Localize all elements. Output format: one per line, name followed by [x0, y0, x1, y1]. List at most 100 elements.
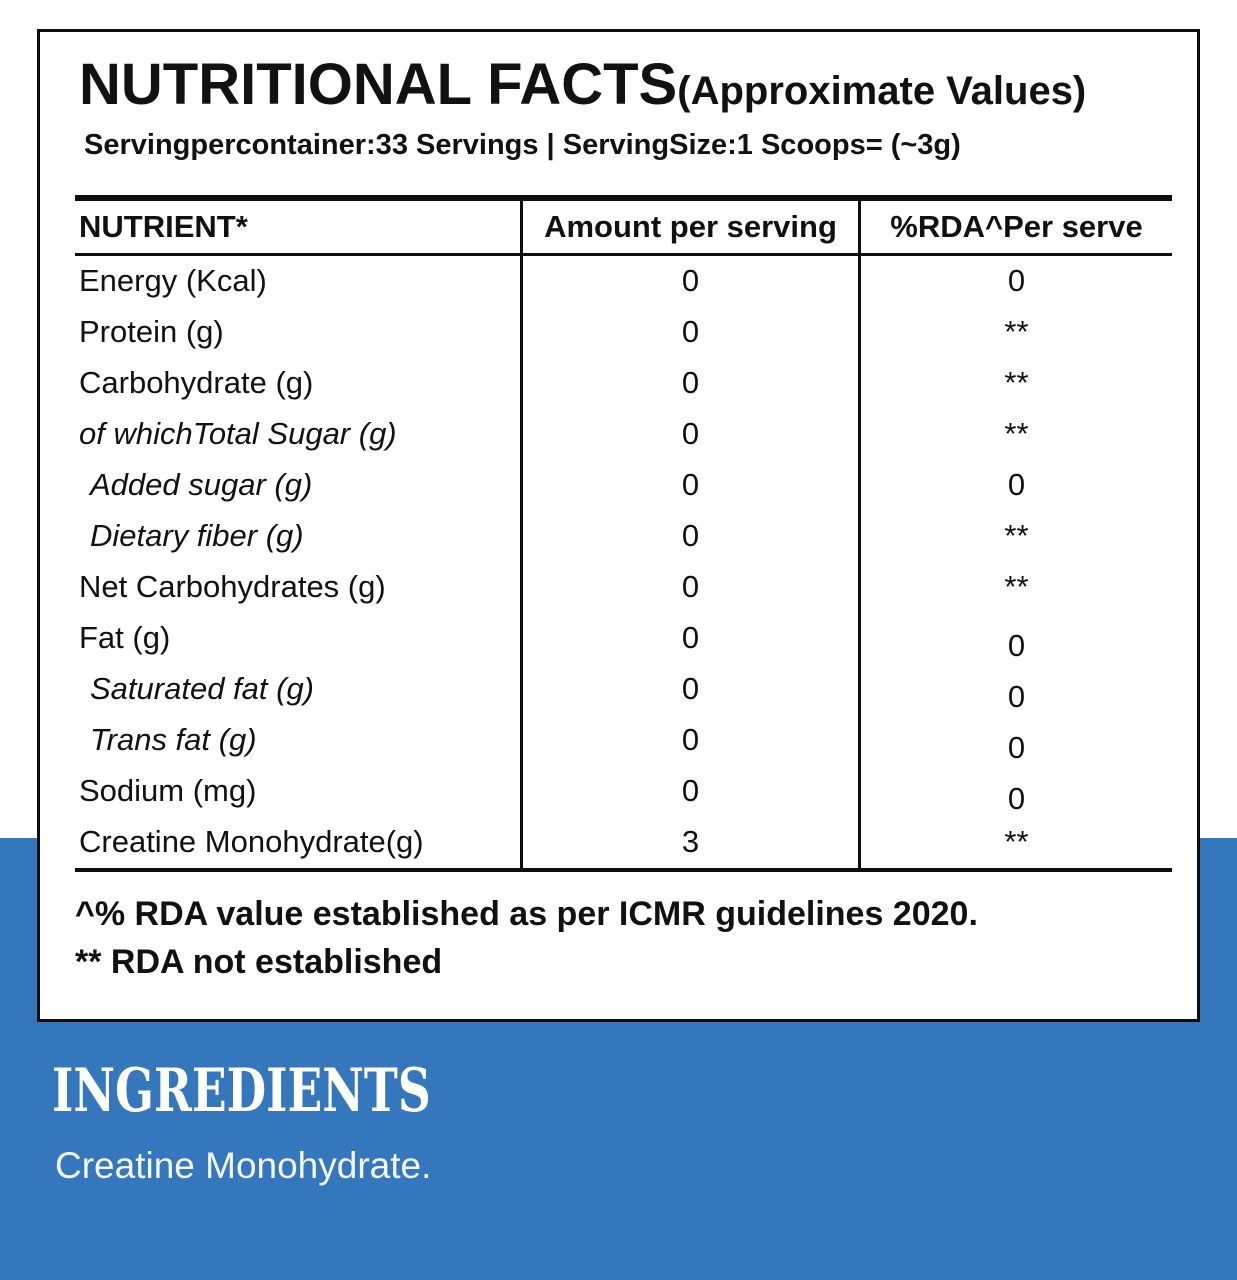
rda-value: **	[1004, 416, 1029, 452]
table-body: Energy (Kcal) 0 0 Protein (g) 0 ** Carbo…	[75, 256, 1172, 868]
footnotes: ^% RDA value established as per ICMR gui…	[75, 890, 978, 986]
amount-value: 0	[681, 569, 700, 605]
amount-value-cell: 0	[520, 511, 858, 562]
table-row: Dietary fiber (g) 0 **	[75, 511, 1172, 562]
rda-value-cell: **	[858, 511, 1172, 562]
amount-value: 0	[681, 722, 700, 758]
rda-value-cell: 0	[858, 715, 1172, 766]
nutrient-name-cell: Saturated fat (g)	[75, 664, 520, 715]
rda-value: 0	[1007, 781, 1026, 817]
nutrient-name: Carbohydrate (g)	[79, 365, 314, 401]
nutrient-name: Saturated fat (g)	[90, 671, 315, 707]
amount-value-cell: 0	[520, 358, 858, 409]
table-row: Protein (g) 0 **	[75, 307, 1172, 358]
rda-value: **	[1004, 365, 1029, 401]
rda-value-cell: 0	[858, 766, 1172, 817]
rda-value-cell: **	[858, 358, 1172, 409]
nutrient-name: Protein (g)	[79, 314, 224, 350]
amount-value-cell: 0	[520, 460, 858, 511]
amount-value: 0	[681, 518, 700, 554]
serving-info: Servingpercontainer:33 Servings | Servin…	[84, 129, 961, 161]
nutrient-name-cell: Dietary fiber (g)	[75, 511, 520, 562]
amount-value: 0	[681, 314, 700, 350]
table-row: Net Carbohydrates (g) 0 **	[75, 562, 1172, 613]
amount-value-cell: 0	[520, 613, 858, 664]
nutrient-name-cell: of whichTotal Sugar (g)	[75, 409, 520, 460]
rda-value: 0	[1007, 467, 1026, 503]
nutrient-name: of whichTotal Sugar (g)	[79, 416, 397, 452]
amount-value: 0	[681, 671, 700, 707]
nutrient-name-cell: Fat (g)	[75, 613, 520, 664]
rda-value: **	[1004, 518, 1029, 554]
nutrient-name-cell: Added sugar (g)	[75, 460, 520, 511]
table-row: Saturated fat (g) 0 0	[75, 664, 1172, 715]
table-row: Carbohydrate (g) 0 **	[75, 358, 1172, 409]
amount-value-cell: 0	[520, 664, 858, 715]
nutrient-name-cell: Carbohydrate (g)	[75, 358, 520, 409]
nutrition-title-note: (Approximate Values)	[677, 69, 1087, 113]
amount-value-cell: 0	[520, 766, 858, 817]
table-row: Added sugar (g) 0 0	[75, 460, 1172, 511]
footnote-rda-established: ^% RDA value established as per ICMR gui…	[75, 895, 978, 933]
rda-value: 0	[1007, 628, 1026, 664]
amount-value-cell: 0	[520, 256, 858, 307]
amount-value: 0	[681, 263, 700, 299]
nutrient-name: Fat (g)	[79, 620, 171, 656]
nutrition-facts-card: NUTRITIONAL FACTS (Approximate Values) Se…	[37, 29, 1200, 1022]
table-row: Energy (Kcal) 0 0	[75, 256, 1172, 307]
rda-value-cell: 0	[858, 664, 1172, 715]
rda-value-cell: **	[858, 562, 1172, 613]
rda-value-cell: **	[858, 409, 1172, 460]
nutrient-name: Creatine Monohydrate(g)	[79, 824, 424, 860]
amount-column-header-label: Amount per serving	[544, 208, 837, 244]
nutrition-title: NUTRITIONAL FACTS	[79, 52, 678, 117]
ingredients-heading: INGREDIENTS	[52, 1056, 431, 1126]
nutrient-name-cell: Protein (g)	[75, 307, 520, 358]
table-row: Creatine Monohydrate(g) 3 **	[75, 817, 1172, 868]
amount-value: 0	[681, 416, 700, 452]
amount-value-cell: 0	[520, 307, 858, 358]
rda-column-header: %RDA^Per serve	[858, 201, 1172, 253]
footnote-rda-not-established: ** RDA not established	[75, 943, 443, 981]
amount-value: 0	[681, 467, 700, 503]
table-row: Fat (g) 0 0	[75, 613, 1172, 664]
nutrient-name-cell: Creatine Monohydrate(g)	[75, 817, 520, 868]
amount-value: 0	[681, 365, 700, 401]
rda-value: 0	[1007, 679, 1026, 715]
ingredients-text: Creatine Monohydrate.	[55, 1145, 432, 1186]
nutrient-column-header-label: NUTRIENT*	[79, 208, 248, 244]
amount-value-cell: 0	[520, 562, 858, 613]
table-row: Sodium (mg) 0 0	[75, 766, 1172, 817]
amount-value-cell: 0	[520, 409, 858, 460]
nutrient-name: Added sugar (g)	[90, 467, 313, 503]
amount-value: 0	[681, 773, 700, 809]
nutrient-name: Sodium (mg)	[79, 773, 257, 809]
nutrient-name-cell: Net Carbohydrates (g)	[75, 562, 520, 613]
rda-value-cell: 0	[858, 256, 1172, 307]
nutrient-column-header: NUTRIENT*	[75, 201, 520, 253]
nutrient-name: Dietary fiber (g)	[90, 518, 304, 554]
table-row: of whichTotal Sugar (g) 0 **	[75, 409, 1172, 460]
rda-value: **	[1004, 824, 1029, 860]
nutrient-name: Net Carbohydrates (g)	[79, 569, 386, 605]
rda-value-cell: **	[858, 817, 1172, 868]
nutrient-name: Trans fat (g)	[90, 722, 257, 758]
nutrient-name-cell: Trans fat (g)	[75, 715, 520, 766]
amount-value: 0	[681, 620, 700, 656]
rda-value-cell: 0	[858, 613, 1172, 664]
rda-value: 0	[1007, 263, 1026, 299]
rda-value: **	[1004, 569, 1029, 605]
amount-value-cell: 0	[520, 715, 858, 766]
nutrient-name-cell: Energy (Kcal)	[75, 256, 520, 307]
nutrition-title-row: NUTRITIONAL FACTS (Approximate Values)	[79, 50, 1086, 120]
rda-value: **	[1004, 314, 1029, 350]
rda-column-header-label: %RDA^Per serve	[890, 208, 1143, 244]
rda-value-cell: **	[858, 307, 1172, 358]
rda-value-cell: 0	[858, 460, 1172, 511]
amount-column-header: Amount per serving	[520, 201, 858, 253]
amount-value-cell: 3	[520, 817, 858, 868]
nutrition-table: NUTRIENT* Amount per serving %RDA^Per se…	[75, 195, 1172, 872]
amount-value: 3	[681, 824, 700, 860]
nutrient-name: Energy (Kcal)	[79, 263, 267, 299]
